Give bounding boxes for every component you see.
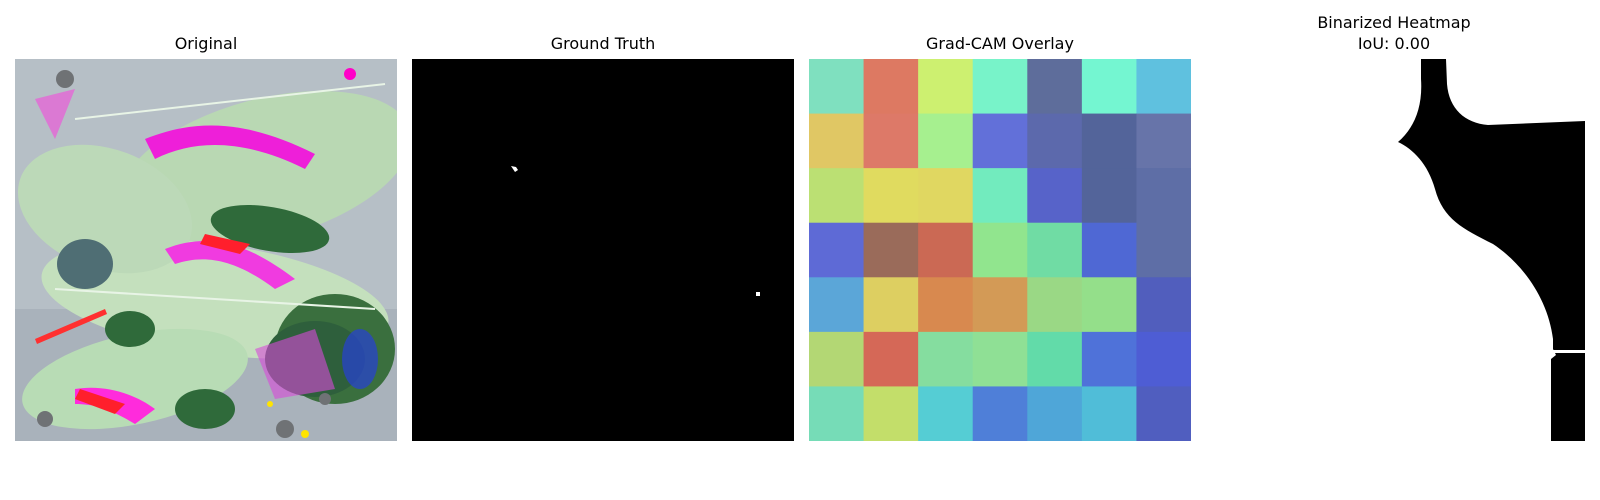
- panel-title-original: Original: [174, 34, 238, 53]
- gradcam-cell: [863, 386, 919, 441]
- gradcam-cell: [918, 331, 974, 387]
- gradcam-cell: [1081, 113, 1137, 169]
- gradcam-cell: [1027, 331, 1083, 387]
- gradcam-cell: [863, 59, 919, 115]
- gradcam-cell: [809, 277, 865, 333]
- ground-truth-mask: [412, 59, 794, 441]
- gradcam-cell: [972, 331, 1028, 387]
- gradcam-cell: [1081, 222, 1137, 278]
- gradcam-cell: [809, 59, 865, 115]
- gradcam-cell: [863, 113, 919, 169]
- gradcam-cell: [1081, 168, 1137, 224]
- gradcam-cell: [809, 168, 865, 224]
- gradcam-cell: [863, 222, 919, 278]
- binarized-gap: [1546, 350, 1585, 353]
- original-leaf-image: [15, 59, 397, 441]
- panel-title-binarized: Binarized Heatmap: [1317, 13, 1471, 32]
- gradcam-cell: [1136, 331, 1191, 387]
- gradcam-cell: [809, 113, 865, 169]
- gradcam-cell: [1136, 222, 1191, 278]
- gradcam-cell: [918, 168, 974, 224]
- panel-binarized: Binarized Heatmap IoU: 0.00: [1203, 0, 1585, 500]
- gradcam-cell: [1081, 386, 1137, 441]
- gradcam-cell: [972, 222, 1028, 278]
- gradcam-cell: [1136, 59, 1191, 115]
- gradcam-cell: [1081, 59, 1137, 115]
- gradcam-heatmap-svg: [809, 59, 1191, 441]
- panel-ground-truth: Ground Truth: [412, 0, 794, 500]
- panel-title-gradcam: Grad-CAM Overlay: [926, 34, 1074, 53]
- leaf-photo-svg: [15, 59, 397, 441]
- gradcam-cell: [1136, 386, 1191, 441]
- gradcam-cell: [972, 168, 1028, 224]
- binarized-region: [1398, 59, 1585, 441]
- gradcam-cell: [1027, 168, 1083, 224]
- gradcam-cell: [918, 113, 974, 169]
- gradcam-cell: [809, 386, 865, 441]
- gradcam-cell: [918, 59, 974, 115]
- gradcam-cell: [1027, 113, 1083, 169]
- panel-subtitle-iou: IoU: 0.00: [1357, 34, 1431, 53]
- gradcam-cell: [1136, 277, 1191, 333]
- binarized-heatmap-svg: [1203, 59, 1585, 441]
- gradcam-cell: [863, 331, 919, 387]
- panel-original: Original: [15, 0, 397, 500]
- gradcam-cell: [972, 277, 1028, 333]
- gradcam-cell: [809, 222, 865, 278]
- gradcam-cell: [918, 277, 974, 333]
- mask-blob: [756, 292, 760, 296]
- gradcam-cell: [972, 59, 1028, 115]
- gradcam-cell: [1136, 168, 1191, 224]
- gradcam-cell: [918, 386, 974, 441]
- gradcam-overlay-image: [809, 59, 1191, 441]
- binarized-heatmap-image: [1203, 59, 1585, 441]
- panel-title-ground-truth: Ground Truth: [550, 34, 656, 53]
- gradcam-cell: [972, 113, 1028, 169]
- gradcam-cell: [1027, 222, 1083, 278]
- gradcam-cell: [809, 331, 865, 387]
- gradcam-cell: [1027, 277, 1083, 333]
- gradcam-cell: [1027, 59, 1083, 115]
- gradcam-cell: [1027, 386, 1083, 441]
- panel-gradcam: Grad-CAM Overlay: [809, 0, 1191, 500]
- gradcam-cell: [1081, 277, 1137, 333]
- gradcam-cell: [863, 168, 919, 224]
- mask-blob: [511, 166, 518, 172]
- gradcam-cell: [863, 277, 919, 333]
- gradcam-cell: [972, 386, 1028, 441]
- gradcam-cell: [1136, 113, 1191, 169]
- ground-truth-mask-svg: [412, 59, 794, 441]
- gradcam-cell: [918, 222, 974, 278]
- gradcam-cell: [1081, 331, 1137, 387]
